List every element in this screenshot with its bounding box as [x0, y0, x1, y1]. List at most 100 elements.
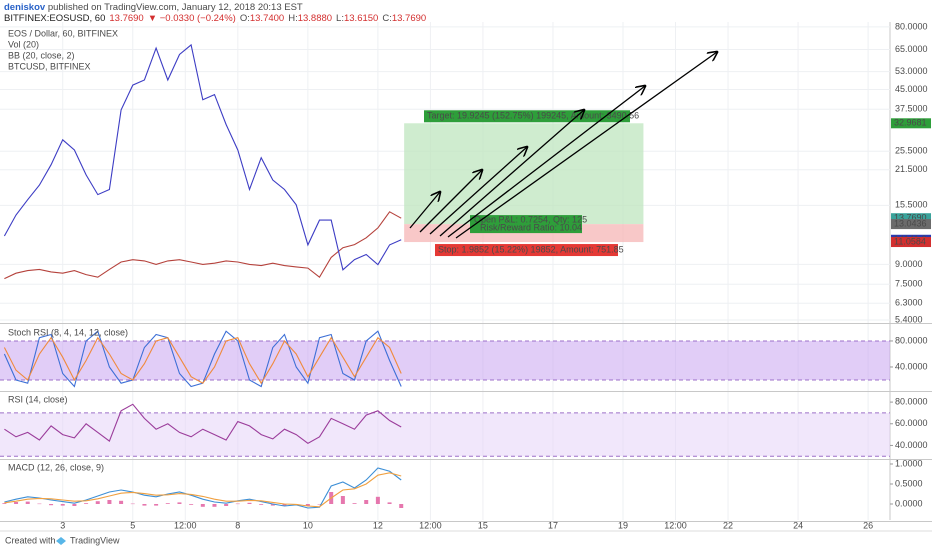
series-line: [4, 467, 402, 509]
histogram-bar: [247, 502, 252, 504]
pnl-label-box: [470, 215, 582, 234]
x-tick-label: 3: [60, 520, 65, 530]
price-tag-label: 32.9681: [894, 118, 927, 128]
y-tick-label: 37.5000: [895, 104, 928, 114]
y-tick-label: 0.5000: [895, 478, 923, 488]
arrow: [455, 52, 717, 239]
x-tick-label: 12:00: [174, 520, 197, 530]
histogram-bar: [177, 502, 182, 504]
histogram-bar: [72, 504, 77, 506]
pane-title: RSI (14, close): [8, 394, 68, 404]
x-tick-label: 15: [478, 520, 488, 530]
histogram-bar: [130, 503, 135, 505]
histogram-bar: [224, 504, 229, 506]
histogram-bar: [25, 501, 30, 504]
histogram-bar: [107, 500, 112, 504]
y-tick-label: 15.5000: [895, 200, 928, 210]
histogram-bar: [189, 504, 194, 505]
ohlc-value: 13.7690: [392, 13, 426, 24]
ohlc-key: H:: [288, 13, 298, 24]
ohlc-key: C:: [382, 13, 392, 24]
histogram-bar: [375, 496, 380, 504]
symbol: BITFINEX:EOSUSD, 60: [4, 13, 105, 24]
arrow: [409, 192, 440, 229]
plot-area: 3 5 12:00 8 10 12 12:00 15 17 19 12:00 22 24 26 5.4000…: [0, 21, 932, 530]
histogram-bar: [270, 504, 275, 506]
histogram-bar: [305, 504, 310, 506]
price-tag: [891, 237, 931, 248]
series-line: [4, 403, 402, 444]
ohlc-key: L:: [336, 13, 344, 24]
histogram-bar: [14, 502, 19, 504]
arrow: [419, 170, 482, 233]
x-tick-label: 24: [793, 520, 803, 530]
y-tick-label: 40.0000: [895, 440, 928, 450]
ohlc-value: 13.7400: [250, 13, 284, 24]
series-line: [4, 211, 402, 280]
histogram-bar: [60, 504, 65, 506]
header-line-2: BITFINEX:EOSUSD, 60 13.7690 ▼ −0.0330 (−0.…: [4, 13, 426, 24]
arrows: [409, 52, 717, 239]
y-tick-label: 80.0000: [895, 21, 928, 31]
series-line: [4, 472, 402, 508]
target-zone: [404, 123, 644, 225]
ohlc-key: O:: [240, 13, 250, 24]
footer-created: Created with: [5, 535, 56, 545]
rr-label: Risk/Reward Ratio: 10.04: [480, 222, 582, 232]
legend-entry: BB (20, close, 2): [8, 50, 75, 60]
pnl-label: Open P&L: 0.7254, Qty: 125: [474, 214, 587, 224]
series-line: [3, 43, 402, 271]
histogram-bar: [95, 501, 100, 504]
y-tick-label: 53.0000: [895, 66, 928, 76]
ohlc-value: 13.8880: [298, 13, 332, 24]
y-tick-label: 25.5000: [895, 146, 928, 156]
y-tick-label: 0.0000: [895, 498, 923, 508]
histogram-bar: [317, 504, 322, 505]
y-tick-label: 60.0000: [895, 418, 928, 428]
histogram-bar: [282, 504, 287, 506]
legend-entry: Vol (20): [8, 39, 39, 49]
x-tick-label: 8: [235, 520, 240, 530]
x-tick-label: 19: [618, 520, 628, 530]
arrow: [439, 110, 584, 237]
price-tag: [891, 219, 931, 230]
histogram-bar: [352, 503, 357, 504]
band: [0, 340, 890, 380]
histogram-bar: [165, 503, 170, 504]
last-price: 13.7690: [109, 13, 143, 24]
histogram-bar: [399, 504, 404, 508]
x-tick-label: 22: [723, 520, 733, 530]
arrow: [429, 147, 527, 235]
change: ▼ −0.0330 (−0.24%): [148, 13, 236, 24]
pane-title: Stoch RSI (8, 4, 14, 12, close): [8, 327, 128, 337]
x-tick-label: 5: [130, 520, 135, 530]
arrow: [447, 86, 645, 238]
histogram-bar: [49, 504, 54, 506]
histogram-bar: [212, 504, 217, 507]
y-tick-label: 21.5000: [895, 164, 928, 174]
y-tick-label: 1.0000: [895, 458, 923, 468]
target-label: Target: 19.9245 (152.75%) 199245, Amount…: [427, 111, 639, 121]
stop-label: Stop: 1.9852 (15.22%) 19852, Amount: 751…: [438, 244, 624, 254]
y-tick-label: 65.0000: [895, 44, 928, 54]
pane-title: MACD (12, 26, close, 9): [8, 462, 104, 472]
stop-label-box: [435, 244, 618, 257]
y-tick-label: 7.5000: [895, 279, 923, 289]
y-tick-label: 5.4000: [895, 314, 923, 324]
histogram-bar: [364, 500, 369, 504]
price-tag: [891, 118, 931, 129]
price-tag-label: 13.7690: [894, 213, 927, 223]
user[interactable]: deniskov: [4, 2, 46, 13]
series-line: [3, 336, 402, 385]
x-tick-label: 12: [373, 520, 383, 530]
footer-brand[interactable]: TradingView: [70, 535, 120, 545]
histogram-bar: [200, 504, 205, 507]
histogram-bar: [387, 502, 392, 504]
logo: [56, 537, 66, 545]
histogram-bar: [340, 496, 345, 504]
histogram-bar: [84, 503, 89, 504]
y-tick-label: 45.0000: [895, 84, 928, 94]
histogram-bar: [2, 503, 7, 504]
